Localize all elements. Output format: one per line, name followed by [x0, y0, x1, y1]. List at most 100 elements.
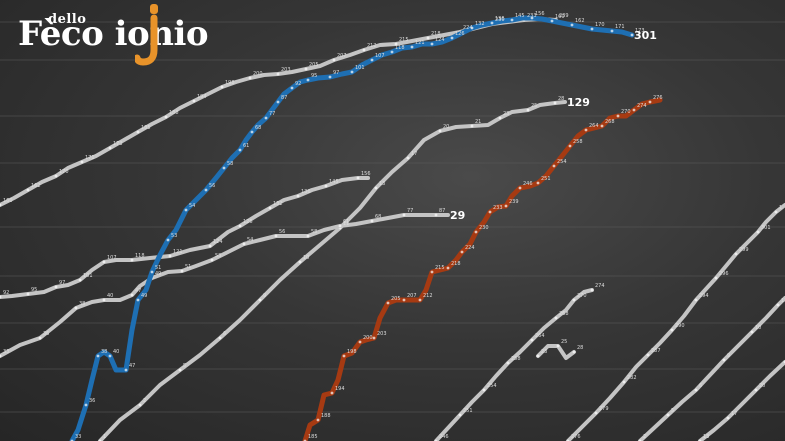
data-point	[498, 116, 502, 120]
data-point	[504, 204, 508, 208]
logo-j-icon	[135, 4, 158, 66]
data-point	[536, 354, 540, 358]
data-point-label: 274	[637, 103, 647, 109]
data-point-label: 215	[435, 265, 445, 271]
data-point	[750, 330, 754, 334]
data-point-label: 258	[511, 356, 521, 362]
data-point	[446, 266, 450, 270]
data-point-label: 200	[363, 335, 373, 341]
data-point-label: 97	[333, 70, 339, 76]
data-point-label: 56	[209, 183, 215, 189]
data-point	[406, 156, 410, 160]
data-point-label: 33	[3, 349, 9, 355]
data-point	[164, 115, 168, 119]
data-point-label: 20	[443, 124, 449, 130]
data-point-label: 224	[465, 245, 475, 251]
data-point	[646, 353, 650, 357]
data-point	[553, 101, 557, 105]
data-point	[108, 146, 112, 150]
logo-small-text: dello	[48, 12, 87, 27]
data-point-label: 38	[79, 301, 85, 307]
data-point-label: 9	[263, 293, 266, 299]
data-point	[450, 36, 454, 40]
data-point-label: 198	[347, 349, 357, 355]
data-point	[648, 100, 652, 104]
data-point-label: 203	[377, 331, 387, 337]
data-point	[734, 252, 738, 256]
series-layer	[0, 15, 785, 441]
data-point	[220, 85, 224, 89]
data-point	[54, 174, 58, 178]
data-point-label: 132	[475, 21, 485, 27]
data-point	[296, 194, 300, 198]
data-point	[370, 219, 374, 223]
data-point-label: 145	[515, 13, 525, 19]
data-point-label: 77	[269, 111, 275, 117]
data-point-label: 282	[627, 375, 637, 381]
data-point-label: 36	[89, 398, 95, 404]
data-point-label: 87	[281, 95, 287, 101]
data-point	[332, 58, 336, 62]
data-point-label: 21	[475, 119, 481, 125]
data-point-label: 36	[43, 331, 49, 337]
grid-lines	[0, 21, 785, 413]
data-point-label: 156	[535, 11, 545, 17]
data-point-label: 118	[135, 253, 145, 259]
data-point	[616, 114, 620, 118]
data-point-label: 188	[169, 110, 179, 116]
data-point-label: 107	[375, 53, 385, 59]
data-point	[536, 181, 540, 185]
data-point	[370, 58, 374, 62]
data-point-label: 258	[573, 139, 583, 145]
data-point-label: 97	[59, 280, 65, 286]
data-point-label: 270	[621, 109, 631, 115]
data-point-label: 87	[439, 208, 445, 214]
data-point-label: 68	[375, 214, 381, 220]
data-point-label: 194	[335, 386, 345, 392]
data-point-label: 33	[75, 434, 81, 440]
data-point-label: 224	[463, 25, 473, 31]
data-point	[328, 75, 332, 79]
data-point-label: 162	[31, 183, 41, 189]
data-point	[108, 354, 112, 358]
data-point-label: 264	[535, 333, 545, 339]
data-point-label: 254	[487, 383, 497, 389]
data-point	[208, 244, 212, 248]
data-point	[124, 368, 128, 372]
data-point-label: 301	[761, 225, 771, 231]
data-point	[374, 186, 378, 190]
data-point-label: 207	[407, 293, 417, 299]
data-point	[242, 242, 246, 246]
data-point-label: 239	[509, 199, 519, 205]
data-point-label: 28	[558, 96, 564, 102]
data-point-label: 2	[643, 434, 646, 440]
data-point	[268, 206, 272, 210]
data-point-label: 1	[779, 205, 782, 211]
data-point-label: 160	[555, 14, 565, 20]
data-point	[38, 336, 42, 340]
data-point-label: 170	[59, 169, 69, 175]
data-point	[258, 298, 262, 302]
data-point-label: 13	[703, 434, 709, 440]
data-point-label: 92	[3, 290, 9, 296]
data-point-label: 136	[495, 16, 505, 22]
series-line-6	[434, 288, 594, 441]
data-point	[530, 338, 534, 342]
data-point-label: 47	[129, 363, 135, 369]
data-point	[722, 358, 726, 362]
data-point-label: 101	[83, 273, 93, 279]
data-point-label: 200	[253, 71, 263, 77]
data-point	[594, 411, 598, 415]
data-point	[80, 160, 84, 164]
data-point-label: 194	[197, 94, 207, 100]
data-point	[136, 130, 140, 134]
data-point	[276, 100, 280, 104]
data-point-label: 92	[295, 81, 301, 87]
data-point-label: 233	[527, 13, 537, 19]
data-point	[250, 130, 254, 134]
data-point	[218, 336, 222, 340]
data-point-label: 207	[337, 53, 347, 59]
data-point	[426, 36, 430, 40]
data-point-label: 268	[559, 311, 569, 317]
